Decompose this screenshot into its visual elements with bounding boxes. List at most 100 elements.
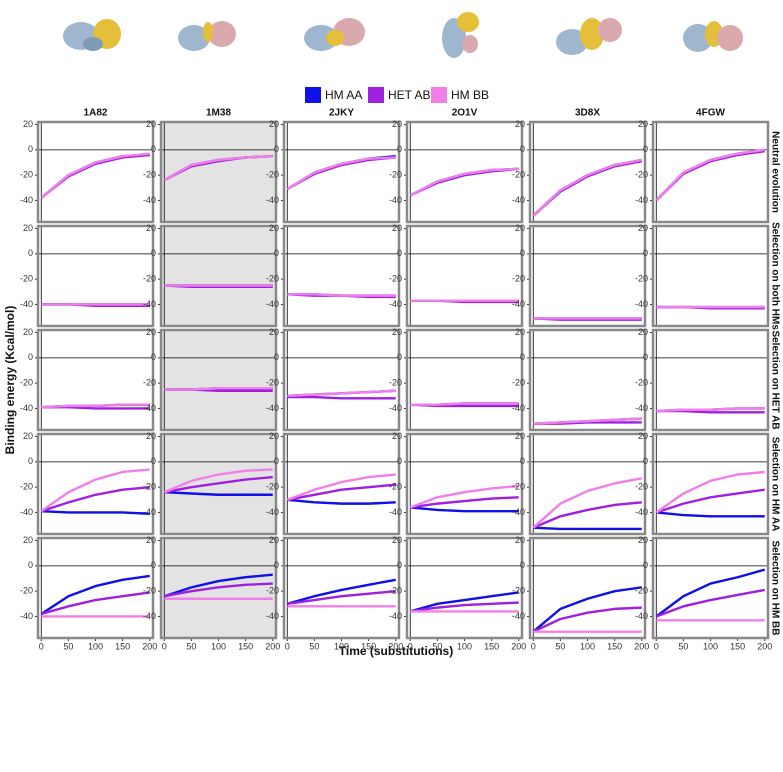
y-tick-label: -40: [512, 299, 525, 309]
series-line: [164, 582, 273, 598]
series-line: [287, 498, 396, 505]
legend-label: HM AA: [325, 88, 362, 102]
panel-background: [653, 122, 768, 222]
y-tick-label: -40: [20, 507, 33, 517]
panel-background: [38, 434, 153, 534]
y-tick-label: 20: [146, 431, 156, 441]
panel: 20 0 -20 -40: [20, 327, 155, 432]
panel-background: [530, 330, 645, 430]
panel-border: [36, 224, 155, 328]
x-tick-label: 100: [457, 641, 472, 651]
y-tick-label: 20: [392, 327, 402, 337]
series-line: [41, 403, 150, 409]
panel-border: [282, 536, 401, 640]
x-tick-label: 150: [115, 641, 130, 651]
panel: 20 0 -20 -40: [512, 327, 647, 432]
series-line: [532, 158, 642, 217]
panel-border: [36, 120, 155, 224]
y-tick-label: 0: [151, 144, 156, 154]
panel-background: [284, 226, 399, 326]
y-tick-label: 0: [397, 456, 402, 466]
y-tick-label: -40: [512, 403, 525, 413]
y-tick-label: 0: [520, 144, 525, 154]
series-line: [164, 491, 273, 496]
panel-border: [282, 224, 401, 328]
y-tick-label: 0: [28, 352, 33, 362]
legend-swatch: [431, 87, 447, 103]
protein-icon: [63, 19, 121, 51]
column-label: 2O1V: [452, 108, 478, 119]
panel-background: [38, 538, 153, 638]
y-tick-label: -40: [143, 611, 156, 621]
y-tick-label: -20: [512, 482, 525, 492]
panel-background: [530, 434, 645, 534]
x-tick-label: 0: [285, 641, 290, 651]
y-tick-label: 20: [638, 119, 648, 129]
panel-border: [282, 432, 401, 536]
y-tick-label: 20: [146, 119, 156, 129]
x-tick-label: 50: [309, 641, 319, 651]
y-tick-label: 20: [638, 327, 648, 337]
panel: 20 0 -20 -40: [266, 223, 401, 328]
y-tick-label: -20: [635, 170, 648, 180]
y-tick-label: 20: [638, 223, 648, 233]
y-tick-label: -40: [512, 507, 525, 517]
x-tick-label: 150: [607, 641, 622, 651]
panel: 20 0 -20 -40: [266, 431, 401, 536]
panel: 20 0 -20 -40: [143, 327, 278, 432]
y-tick-label: 20: [392, 535, 402, 545]
panel-border: [528, 432, 647, 536]
y-tick-label: 20: [515, 535, 525, 545]
panel-border: [159, 120, 278, 224]
row-label: Neutral evolution: [769, 131, 780, 213]
y-tick-label: -20: [266, 378, 279, 388]
y-tick-label: -20: [143, 170, 156, 180]
x-tick-label: 200: [265, 641, 280, 651]
panel-background: [38, 330, 153, 430]
panel-background: [407, 330, 522, 430]
series-line: [287, 589, 396, 606]
series-line: [163, 573, 273, 598]
x-tick-label: 150: [484, 641, 499, 651]
y-tick-label: 0: [274, 456, 279, 466]
panel: 20 0 -20 -40: [512, 535, 647, 640]
y-tick-label: -20: [266, 170, 279, 180]
series-line: [40, 468, 150, 513]
panel-border: [159, 432, 278, 536]
panel-background: [284, 538, 399, 638]
y-tick-label: -40: [635, 403, 648, 413]
panel-background: [653, 434, 768, 534]
y-tick-label: 0: [520, 352, 525, 362]
legend-swatch: [305, 87, 321, 103]
series-line: [410, 601, 519, 613]
panel-border: [159, 328, 278, 432]
y-tick-label: 20: [269, 431, 279, 441]
y-tick-label: 0: [643, 248, 648, 258]
y-tick-label: 20: [638, 431, 648, 441]
y-tick-label: 20: [23, 119, 33, 129]
x-tick-label: 100: [703, 641, 718, 651]
panel: 20 0 -20 -40: [635, 431, 770, 536]
panel: 20 0 -20 -40: [20, 535, 155, 640]
panel-background: [653, 330, 768, 430]
y-tick-label: 0: [151, 560, 156, 570]
y-tick-label: -20: [635, 482, 648, 492]
column-label: 3D8X: [575, 108, 600, 119]
y-tick-label: -20: [389, 170, 402, 180]
series-line: [287, 389, 396, 398]
y-tick-label: -40: [266, 299, 279, 309]
y-tick-label: -40: [20, 403, 33, 413]
protein-icon: [304, 18, 365, 51]
series-line: [410, 496, 519, 509]
y-tick-label: 20: [269, 223, 279, 233]
x-tick-label: 50: [432, 641, 442, 651]
y-tick-label: 0: [274, 560, 279, 570]
panel-background: [161, 226, 276, 326]
panel: 20 0 -20 -40: [143, 119, 278, 224]
x-tick-label: 200: [142, 641, 157, 651]
series-line: [40, 485, 150, 513]
y-tick-label: -40: [389, 195, 402, 205]
panel: 20 0 -20 -40: [143, 535, 278, 640]
y-axis-title: Binding energy (Kcal/mol): [3, 306, 17, 455]
y-tick-label: -40: [266, 507, 279, 517]
